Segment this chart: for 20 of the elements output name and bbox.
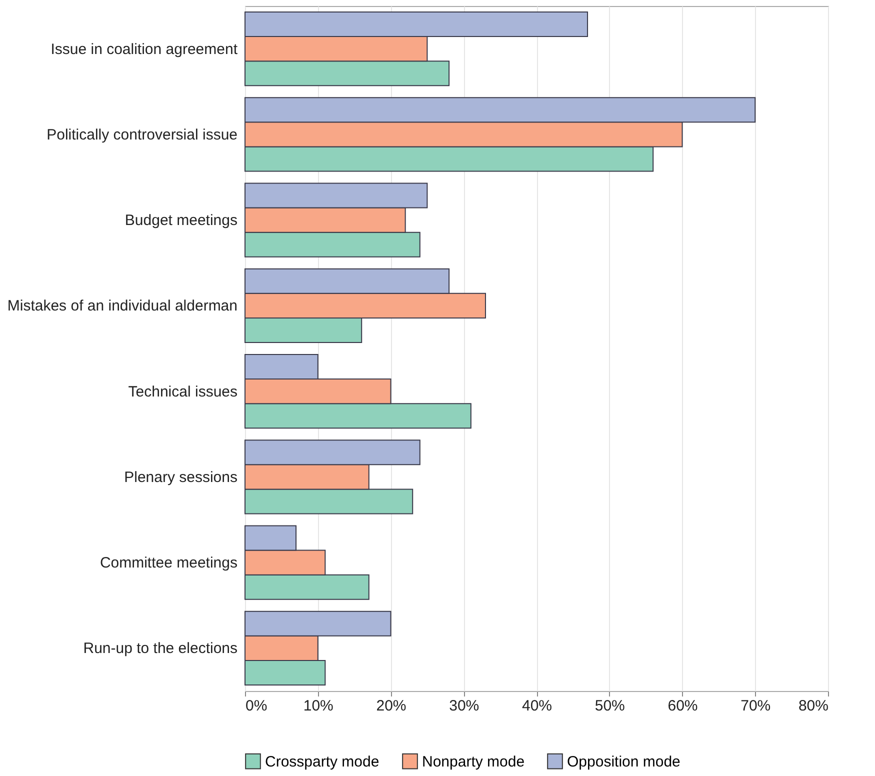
y-tick-label: Politically controversial issue bbox=[46, 126, 238, 144]
legend-label: Nonparty mode bbox=[422, 753, 525, 770]
x-tick-label: 20% bbox=[376, 698, 406, 714]
y-tick-label: Plenary sessions bbox=[124, 468, 238, 486]
legend-label: Crossparty mode bbox=[265, 753, 380, 770]
x-tick-label: 50% bbox=[594, 698, 625, 714]
x-tick-label: 0% bbox=[246, 698, 268, 714]
y-tick-label: Budget meetings bbox=[124, 212, 238, 230]
y-tick-label: Mistakes of an individual alderman bbox=[7, 298, 238, 315]
y-tick-label: Run-up to the elections bbox=[83, 640, 238, 658]
x-tick-label: 80% bbox=[798, 698, 828, 714]
y-tick-label: Technical issues bbox=[128, 383, 238, 400]
legend-label: Opposition mode bbox=[567, 753, 680, 770]
x-tick-label: 10% bbox=[303, 698, 334, 714]
x-tick-label: 40% bbox=[522, 698, 552, 714]
y-tick-label: Issue in coalition agreement bbox=[50, 40, 238, 58]
y-tick-label: Committee meetings bbox=[100, 554, 238, 572]
x-tick-label: 30% bbox=[449, 698, 480, 714]
x-tick-label: 60% bbox=[668, 698, 698, 714]
x-tick-label: 70% bbox=[740, 698, 771, 714]
